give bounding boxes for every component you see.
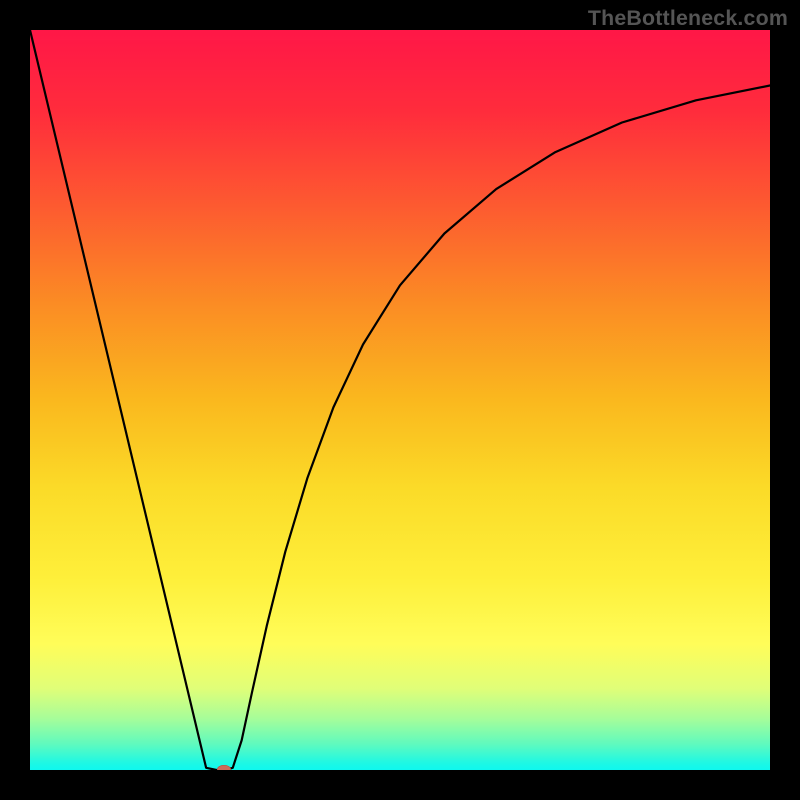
chart-frame: TheBottleneck.com <box>0 0 800 800</box>
watermark-text: TheBottleneck.com <box>588 6 788 31</box>
plot-svg <box>30 30 770 770</box>
plot-area <box>30 30 770 770</box>
optimum-marker <box>217 765 230 770</box>
gradient-background <box>30 30 770 770</box>
